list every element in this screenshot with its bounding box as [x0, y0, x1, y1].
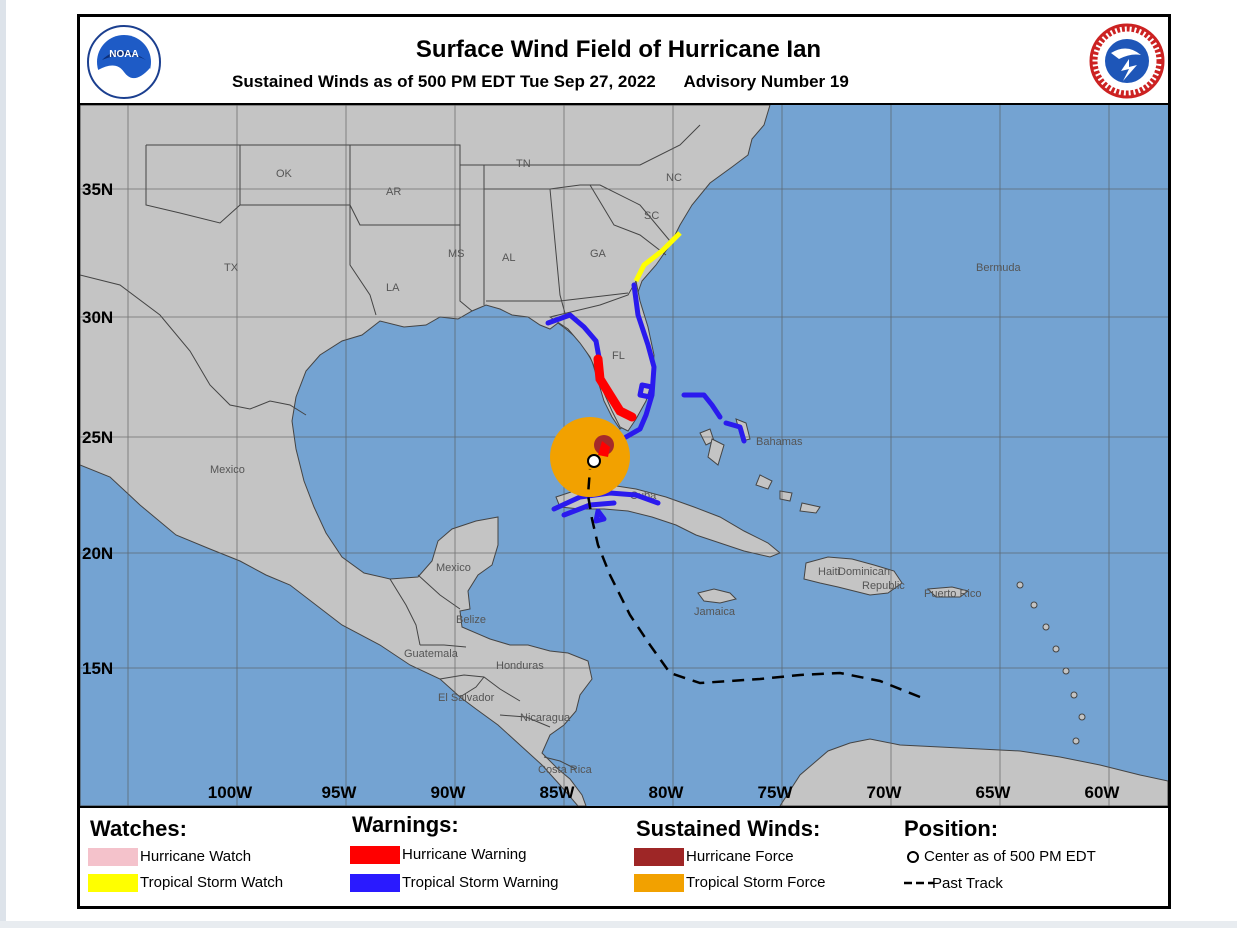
legend-winds-heading: Sustained Winds: [636, 816, 821, 841]
label-tn: TN [516, 158, 531, 170]
lon-label-70w: 70W [867, 783, 903, 802]
tropical-storm-force-label: Tropical Storm Force [686, 874, 826, 891]
tropical-storm-watch-segment [633, 231, 682, 283]
noaa-logo-text: NOAA [109, 49, 138, 60]
map-canvas: 35N 30N 25N 20N 15N 100W 95W 90W 85W 80W… [80, 105, 1168, 806]
label-fl: FL [612, 350, 625, 362]
tropical-storm-watch-label: Tropical Storm Watch [140, 874, 284, 891]
label-ga: GA [590, 248, 607, 260]
label-costa-rica: Costa Rica [538, 764, 593, 776]
label-el-salvador: El Salvador [438, 692, 495, 704]
lat-label-15n: 15N [82, 659, 113, 678]
label-mexico: Mexico [210, 464, 245, 476]
tropical-storm-warning-label: Tropical Storm Warning [402, 874, 559, 891]
window-bottom-edge [0, 921, 1237, 928]
label-haiti: Haiti [818, 566, 840, 578]
label-tx: TX [224, 262, 239, 274]
lon-label-65w: 65W [976, 783, 1012, 802]
map-subtitle: Sustained Winds as of 500 PM EDT Tue Sep… [232, 72, 849, 92]
hurricane-warning-segment [593, 354, 637, 422]
past-track-label: Past Track [932, 875, 1003, 892]
lon-label-80w: 80W [649, 783, 685, 802]
hurricane-watch-swatch [88, 848, 138, 866]
subtitle-time: Sustained Winds as of 500 PM EDT Tue Sep… [232, 72, 656, 91]
storm-center-marker[interactable] [587, 454, 601, 468]
hurricane-warning-label: Hurricane Warning [402, 846, 527, 863]
tropical-storm-force-swatch [634, 874, 684, 892]
tropical-storm-warning-swatch [350, 874, 400, 892]
label-sc: SC [644, 210, 659, 222]
label-ok: OK [276, 168, 293, 180]
legend-position-heading: Position: [904, 816, 999, 841]
legend-watches-heading: Watches: [90, 816, 187, 841]
lat-label-30n: 30N [82, 308, 113, 327]
label-bermuda: Bermuda [976, 262, 1022, 274]
label-nc: NC [666, 172, 682, 184]
lat-label-25n: 25N [82, 428, 113, 447]
past-track [586, 468, 921, 699]
jamaica-land [697, 588, 737, 604]
past-track-icon [904, 881, 934, 885]
hurricane-force-swatch [634, 848, 684, 866]
center-position-icon [907, 851, 919, 863]
label-dominican: Dominican [838, 566, 890, 578]
window-edge [0, 0, 6, 928]
hurricane-force-label: Hurricane Force [686, 848, 794, 865]
pacific-coast-cut [80, 464, 579, 806]
national-weather-service-logo [1089, 23, 1165, 99]
label-honduras: Honduras [496, 660, 544, 672]
label-mexico-yucatan: Mexico [436, 562, 471, 574]
lat-label-20n: 20N [82, 544, 113, 563]
puerto-rico-land [926, 586, 970, 598]
lon-label-90w: 90W [431, 783, 467, 802]
noaa-logo: NOAA [87, 25, 161, 99]
lesser-antilles [1016, 581, 1086, 745]
lon-label-75w: 75W [758, 783, 794, 802]
label-la: LA [386, 282, 400, 294]
label-jamaica: Jamaica [694, 606, 736, 618]
hurricane-watch-label: Hurricane Watch [140, 848, 252, 865]
advisory-number: Advisory Number 19 [683, 72, 849, 91]
political-borders [80, 124, 701, 770]
lon-label-85w: 85W [540, 783, 576, 802]
hurricane-warning-swatch [350, 846, 400, 864]
hispaniola-land [803, 556, 903, 596]
hurricane-warning-core [598, 441, 610, 457]
tropical-storm-warning-segments [545, 282, 747, 524]
label-ar: AR [386, 186, 401, 198]
tropical-storm-watch-swatch [88, 874, 138, 892]
map-title: Surface Wind Field of Hurricane Ian [415, 36, 822, 63]
label-republic: Republic [862, 580, 905, 592]
label-al: AL [502, 252, 515, 264]
south-america-land [779, 738, 1168, 806]
label-belize: Belize [456, 614, 486, 626]
lon-label-60w: 60W [1085, 783, 1121, 802]
label-guatemala: Guatemala [404, 648, 459, 660]
hurricane-map[interactable]: 35N 30N 25N 20N 15N 100W 95W 90W 85W 80W… [80, 103, 1168, 808]
label-bahamas: Bahamas [756, 436, 803, 448]
legend-warnings-heading: Warnings: [352, 812, 459, 837]
label-nicaragua: Nicaragua [520, 712, 571, 724]
center-position-label: Center as of 500 PM EDT [924, 848, 1096, 865]
label-ms: MS [448, 248, 465, 260]
map-legend: Watches: Hurricane Watch Tropical Storm … [80, 806, 1168, 906]
lon-label-95w: 95W [322, 783, 358, 802]
lat-label-35n: 35N [82, 180, 113, 199]
label-puerto-rico: Puerto Rico [924, 588, 981, 600]
lon-label-100w: 100W [208, 783, 253, 802]
